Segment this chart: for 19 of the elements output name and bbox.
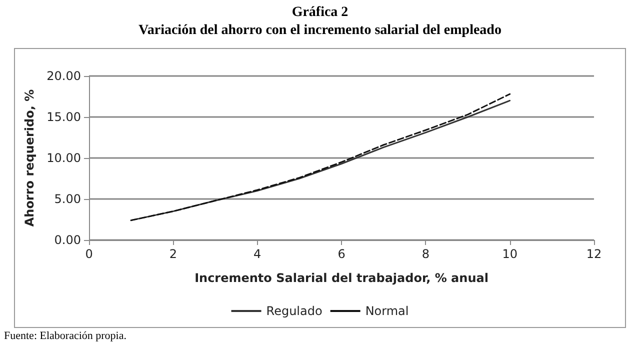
source-note: Fuente: Elaboración propia.: [4, 330, 126, 342]
x-axis-title: Incremento Salarial del trabajador, % anual: [194, 271, 488, 285]
chart-title: Gráfica 2: [290, 4, 350, 22]
y-tick-label: 15.00: [46, 110, 81, 124]
x-tick-label: 10: [502, 247, 518, 261]
x-tick-label: 2: [169, 247, 177, 261]
y-tick-label: 5.00: [54, 192, 81, 206]
x-tick-label: 8: [422, 247, 430, 261]
legend-label: Normal: [365, 304, 409, 318]
y-tick-label: 10.00: [46, 151, 81, 165]
y-axis-title: Ahorro requerido, %: [22, 89, 37, 227]
x-tick-label: 12: [586, 247, 602, 261]
x-tick-label: 4: [254, 247, 262, 261]
x-tick-label: 6: [338, 247, 346, 261]
legend-label: Regulado: [266, 304, 322, 318]
x-tick-label: 0: [85, 247, 93, 261]
chart-subtitle: Variación del ahorro con el incremento salarial del empleado: [138, 22, 502, 40]
y-tick-label: 0.00: [54, 233, 81, 247]
y-tick-label: 20.00: [46, 69, 81, 83]
